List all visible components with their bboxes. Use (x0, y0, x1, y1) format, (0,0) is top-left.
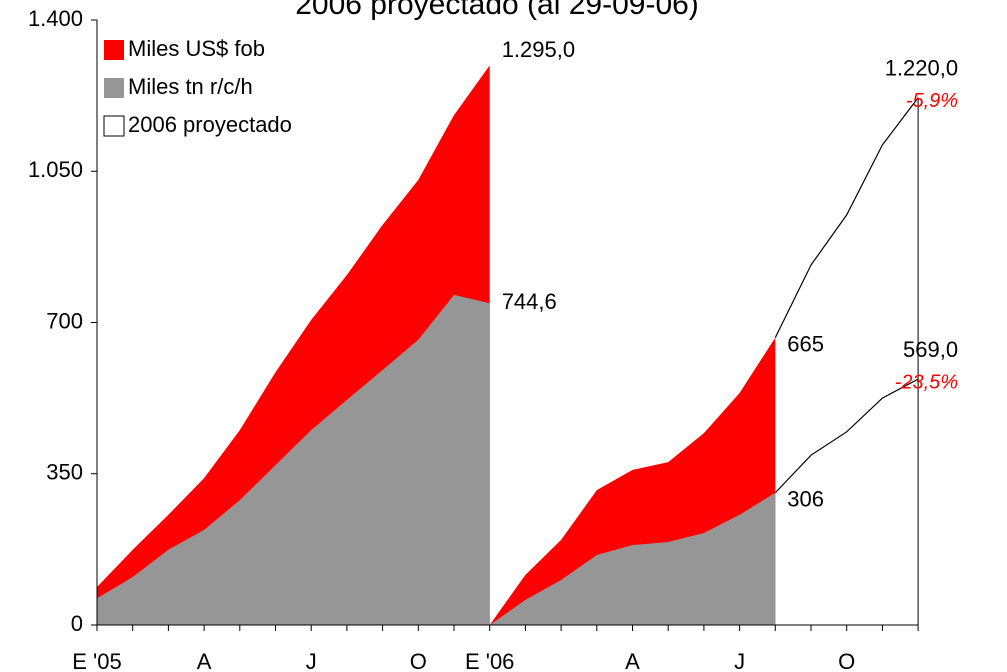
legend-swatch (103, 115, 125, 137)
x-tick-label: O (838, 649, 855, 672)
value-label: 306 (787, 487, 824, 512)
y-tick-label: 0 (71, 611, 83, 636)
x-tick-label: J (306, 649, 317, 672)
chart-title: 2006 proyectado (al 29-09-06) (295, 0, 699, 21)
area (97, 294, 490, 625)
area (489, 492, 776, 625)
y-tick-label: 1.400 (28, 6, 83, 31)
value-label: 569,0 (903, 337, 958, 362)
legend-swatch (104, 40, 124, 60)
annotation: -5,9% (906, 90, 958, 112)
projection-line (774, 97, 919, 338)
legend-label: Miles US$ fob (128, 36, 265, 61)
projection-line (774, 378, 919, 494)
legend-label: 2006 proyectado (128, 112, 292, 137)
x-tick-label: A (625, 649, 640, 672)
x-tick-label: A (197, 649, 212, 672)
legend-swatch (104, 78, 124, 98)
y-tick-label: 1.050 (28, 157, 83, 182)
x-tick-label: J (734, 649, 745, 672)
x-tick-label: E '05 (72, 649, 121, 672)
annotation: -23,5% (895, 371, 958, 393)
legend-label: Miles tn r/c/h (128, 74, 253, 99)
y-tick-label: 700 (46, 308, 83, 333)
value-label: 1.220,0 (885, 56, 958, 81)
x-tick-label: E '06 (465, 649, 514, 672)
value-label: 665 (787, 331, 824, 356)
value-label: 1.295,0 (502, 37, 575, 62)
value-label: 744,6 (502, 289, 557, 314)
x-tick-label: O (410, 649, 427, 672)
y-tick-label: 350 (46, 460, 83, 485)
